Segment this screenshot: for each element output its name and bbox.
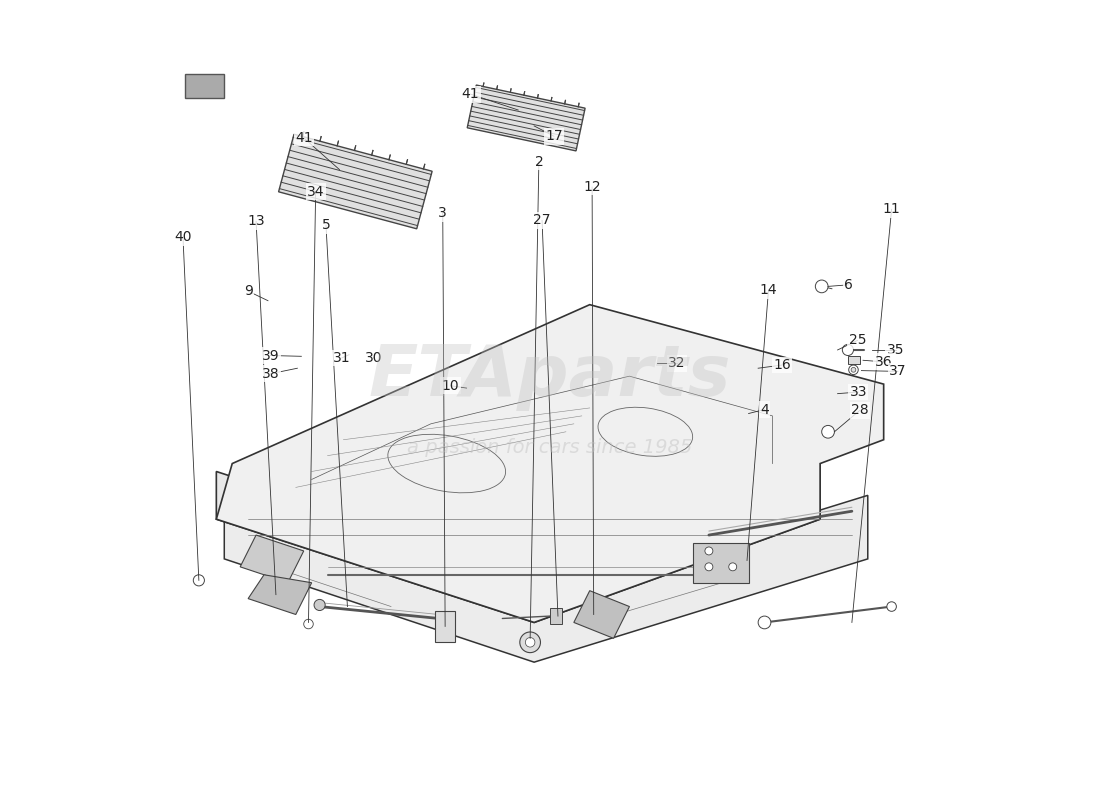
Text: 31: 31: [333, 351, 351, 365]
Circle shape: [849, 365, 858, 374]
Circle shape: [705, 547, 713, 555]
Text: 3: 3: [439, 206, 447, 220]
Polygon shape: [217, 463, 821, 622]
Polygon shape: [217, 305, 883, 622]
Circle shape: [851, 367, 856, 372]
Text: 40: 40: [174, 230, 191, 244]
Circle shape: [304, 619, 313, 629]
Text: ETAparts: ETAparts: [368, 342, 732, 410]
Bar: [550, 608, 562, 624]
Text: 34: 34: [307, 185, 324, 199]
Polygon shape: [185, 74, 224, 98]
Polygon shape: [240, 535, 304, 582]
Circle shape: [758, 616, 771, 629]
Text: a passion for cars since 1985: a passion for cars since 1985: [407, 438, 693, 457]
Circle shape: [843, 344, 854, 355]
Text: 12: 12: [583, 180, 601, 194]
Text: 13: 13: [248, 214, 265, 228]
Text: 10: 10: [442, 378, 460, 393]
Text: 17: 17: [546, 130, 563, 143]
Circle shape: [705, 563, 713, 571]
Text: 35: 35: [887, 343, 904, 357]
Text: 14: 14: [760, 283, 778, 298]
Text: 11: 11: [882, 202, 901, 216]
Circle shape: [729, 563, 737, 571]
Circle shape: [887, 602, 896, 611]
Text: 30: 30: [365, 351, 383, 365]
Circle shape: [815, 280, 828, 293]
Text: 6: 6: [845, 278, 854, 292]
Polygon shape: [249, 574, 311, 614]
Text: 41: 41: [295, 131, 312, 145]
Text: 41: 41: [462, 87, 480, 101]
Text: 4: 4: [760, 402, 769, 417]
Text: 33: 33: [849, 385, 867, 399]
Circle shape: [526, 638, 535, 647]
Circle shape: [822, 426, 835, 438]
Text: 2: 2: [535, 154, 543, 169]
Text: 5: 5: [321, 218, 330, 232]
Circle shape: [520, 632, 540, 653]
Polygon shape: [693, 543, 749, 582]
Text: 38: 38: [262, 366, 279, 381]
Text: 16: 16: [773, 358, 791, 372]
Text: 28: 28: [851, 403, 869, 418]
Polygon shape: [574, 590, 629, 638]
Text: 27: 27: [534, 214, 551, 227]
Polygon shape: [278, 134, 432, 229]
Text: 39: 39: [262, 349, 279, 362]
Circle shape: [194, 574, 205, 586]
Polygon shape: [224, 495, 868, 662]
Polygon shape: [468, 85, 585, 151]
Bar: [848, 356, 860, 364]
Text: 25: 25: [849, 334, 866, 347]
Text: 9: 9: [244, 284, 253, 298]
Text: 36: 36: [874, 355, 892, 369]
Text: 37: 37: [889, 364, 906, 378]
Bar: [434, 610, 454, 642]
Text: 32: 32: [669, 357, 686, 370]
Circle shape: [315, 599, 326, 610]
